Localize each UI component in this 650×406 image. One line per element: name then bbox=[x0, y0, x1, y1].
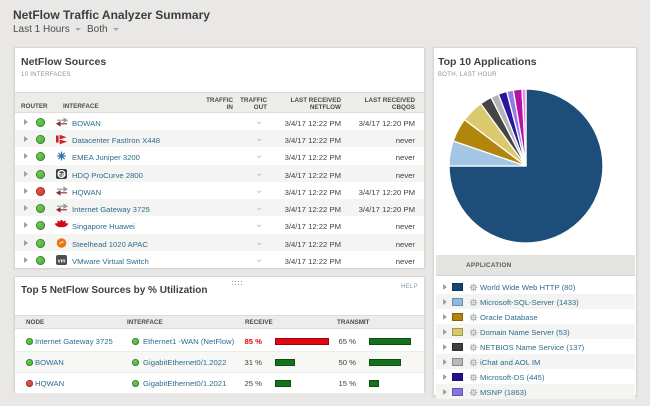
svg-text:hp: hp bbox=[58, 172, 64, 178]
svg-text:vm: vm bbox=[58, 258, 66, 264]
